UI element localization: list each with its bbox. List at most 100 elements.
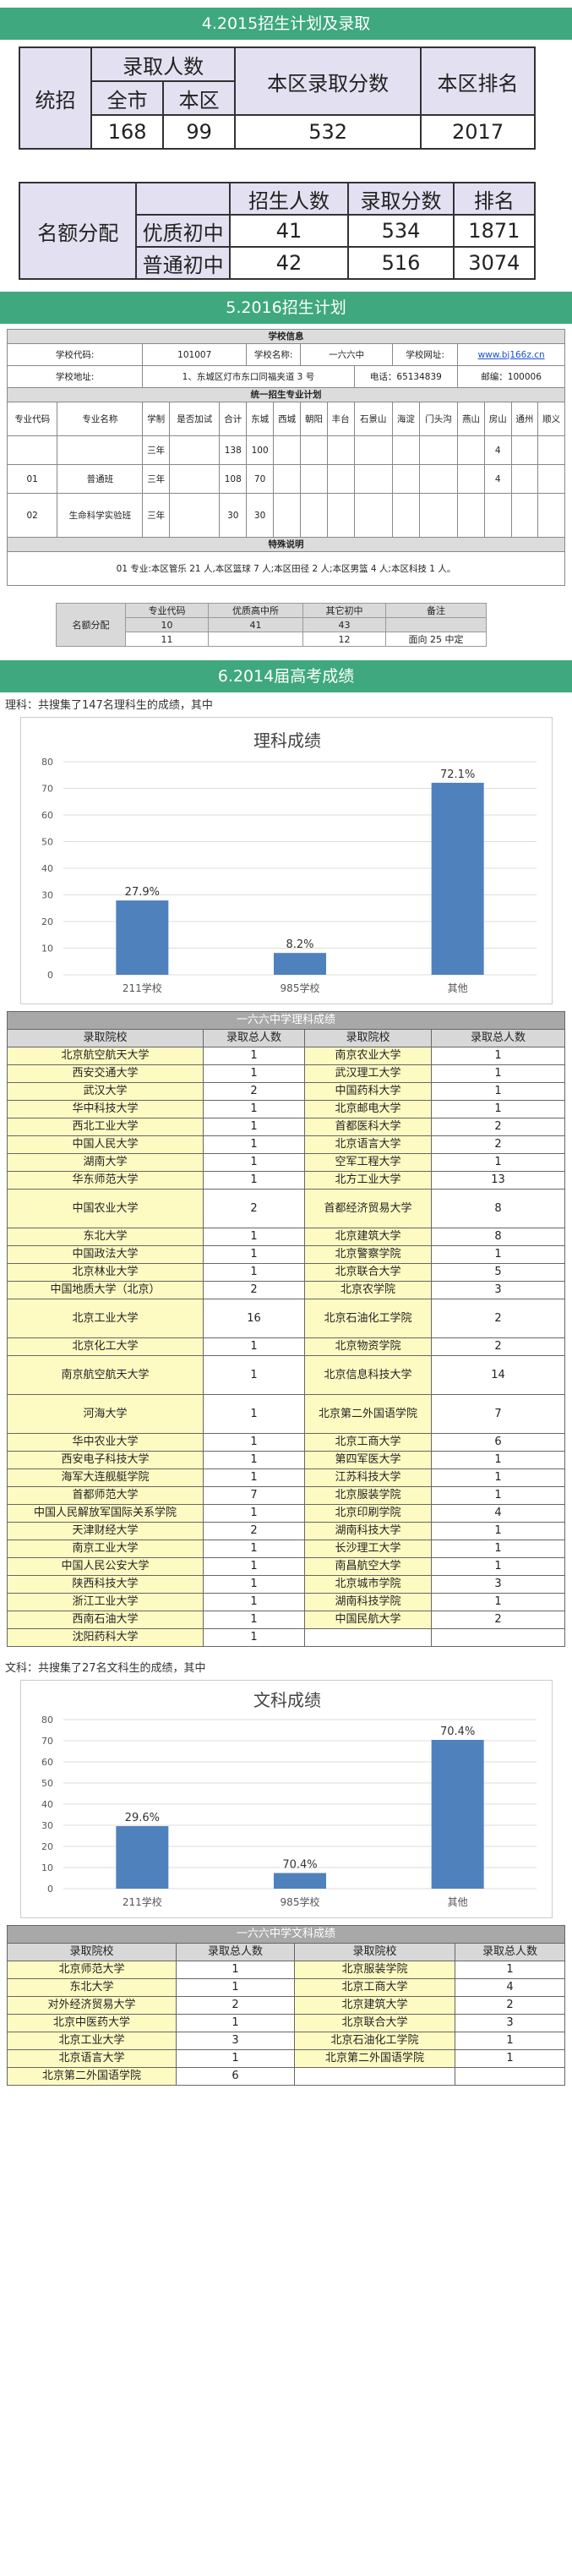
cell-r: 普通初中 — [135, 246, 231, 280]
plan-cell: 02 — [6, 493, 58, 538]
admit-count: 2 — [431, 1337, 565, 1356]
col-header: 录取总人数 — [203, 1029, 305, 1047]
plan-cell — [6, 435, 58, 465]
school-name: 中国政法大学 — [7, 1245, 204, 1264]
table-row: 中国人民解放军国际关系学院 1 北京印刷学院 4 — [7, 1504, 565, 1523]
school-name: 江苏科技大学 — [304, 1468, 432, 1487]
data-label: 70.4% — [440, 1726, 475, 1738]
plan-cell — [510, 464, 539, 494]
data-label: 70.4% — [282, 1859, 317, 1872]
admit-count: 1 — [431, 1451, 565, 1469]
table-row: 河海大学 1 北京第二外国语学院 7 — [7, 1394, 565, 1434]
admit-count: 3 — [176, 2032, 295, 2050]
admit-count: 1 — [431, 1245, 565, 1264]
y-tick-label: 70 — [41, 1736, 53, 1747]
school-name: 沈阳药科大学 — [7, 1628, 204, 1647]
y-tick-label: 30 — [41, 890, 53, 901]
admit-count: 1 — [203, 1628, 305, 1647]
admit-count: 3 — [455, 2014, 565, 2032]
school-name: 东北大学 — [7, 1228, 204, 1246]
addr-label: 学校地址: — [6, 365, 144, 388]
bar — [115, 900, 168, 975]
cell-r: 1871 — [452, 214, 537, 248]
school-name: 北京城市学院 — [304, 1575, 432, 1594]
plan-cell — [537, 493, 565, 538]
table-row: 南京航空航天大学 1 北京信息科技大学 14 — [7, 1355, 565, 1395]
school-name: 浙江工业大学 — [7, 1593, 204, 1611]
y-tick-label: 60 — [41, 810, 53, 821]
bar — [273, 1873, 326, 1889]
plan-cell: 138 — [219, 435, 248, 465]
table-row: 北京工业大学 3 北京石油化工学院 1 — [7, 2032, 565, 2050]
admit-count: 8 — [431, 1228, 565, 1246]
plan-cell: 普通班 — [57, 464, 144, 494]
school-name: 北京化工大学 — [7, 1337, 204, 1356]
admit-count: 2 — [431, 1299, 565, 1338]
school-name: 湖南科技大学 — [304, 1522, 432, 1540]
col-header: 录取院校 — [304, 1029, 432, 1047]
table-row: 沈阳药科大学 1 — [7, 1628, 565, 1647]
admit-count: 2 — [203, 1281, 305, 1299]
table-row: 西安交通大学 1 武汉理工大学 1 — [7, 1064, 565, 1083]
col-header: 录取总人数 — [455, 1943, 565, 1961]
science-results-table: 一六六中学理科成绩 录取院校 录取总人数 录取院校 录取总人数 北京航空航天大学 1 南京… — [7, 1011, 565, 1647]
school-name: 北京林业大学 — [7, 1263, 204, 1282]
table-row: 北京语言大学 1 北京第二外国语学院 1 — [7, 2049, 565, 2068]
special-header: 特殊说明 — [7, 537, 565, 552]
admit-count: 3 — [431, 1575, 565, 1594]
admit-count: 1 — [203, 1575, 305, 1594]
admit-count: 1 — [203, 1337, 305, 1356]
plan-cell — [273, 493, 302, 538]
plan-cell — [273, 435, 302, 465]
cell-h: 排名 — [452, 182, 537, 216]
bar — [115, 1826, 168, 1889]
plan-cell — [169, 493, 221, 538]
school-name: 中国地质大学（北京） — [7, 1281, 204, 1299]
admit-count: 2 — [431, 1611, 565, 1629]
school-name: 中国人民解放军国际关系学院 — [7, 1504, 204, 1523]
school-name: 华中农业大学 — [7, 1433, 204, 1452]
admit-count: 14 — [431, 1355, 565, 1395]
cell-r: 516 — [347, 246, 455, 280]
school-name: 海军大连舰艇学院 — [7, 1468, 204, 1487]
quota-cell: 10 — [125, 617, 209, 632]
x-tick-label: 211学校 — [122, 1895, 161, 1908]
school-name: 中国民航大学 — [304, 1611, 432, 1629]
col-header: 录取院校 — [7, 1029, 204, 1047]
y-tick-label: 60 — [41, 1757, 53, 1768]
school-name: 武汉大学 — [7, 1082, 204, 1101]
admit-count: 1 — [203, 1611, 305, 1629]
table-row: 陕西科技大学 1 北京城市学院 3 — [7, 1575, 565, 1594]
col-header: 顺义 — [537, 402, 565, 436]
admit-count: 2 — [203, 1522, 305, 1540]
chart-title: 理科成绩 — [253, 730, 321, 751]
school-name — [294, 2067, 455, 2086]
y-tick-label: 40 — [41, 863, 53, 874]
admit-count: 8 — [431, 1189, 565, 1228]
web-link[interactable]: www.bj166z.cn — [457, 343, 565, 366]
admit-count: 1 — [176, 2049, 295, 2068]
plan-cell — [392, 493, 420, 538]
arts-chart: 文科成绩 0 10 20 30 40 50 60 70 80 29.6% 211学校 70.4% 985学… — [19, 1680, 553, 1918]
quota-cell — [208, 632, 303, 647]
plan-cell: 4 — [483, 464, 512, 494]
table-row: 中国地质大学（北京） 2 北京农学院 3 — [7, 1281, 565, 1299]
plan-cell — [392, 435, 420, 465]
quota-cell: 12 — [302, 632, 386, 647]
school-name: 首都医科大学 — [304, 1118, 432, 1136]
admit-count: 1 — [431, 1047, 565, 1065]
quota-h: 备注 — [385, 603, 487, 618]
quota-table-2016: 名额分配 专业代码 优质高中所 其它初中 备注 10 41 43 11 12 面… — [56, 603, 487, 647]
x-tick-label: 211学校 — [122, 982, 161, 994]
arts-chart-svg: 文科成绩 0 10 20 30 40 50 60 70 80 29.6% 211学校 70.4% 985学… — [41, 1690, 537, 1908]
plan-cell — [483, 493, 512, 538]
table-row: 湖南大学 1 空军工程大学 1 — [7, 1153, 565, 1172]
cell-tongzhao: 统招 — [18, 46, 93, 150]
school-name: 北京工商大学 — [294, 1978, 455, 1997]
admit-count: 2 — [203, 1189, 305, 1228]
school-name: 北京工业大学 — [7, 2032, 177, 2050]
table-row: 北京中医药大学 1 北京联合大学 3 — [7, 2014, 565, 2032]
y-tick-label: 70 — [41, 784, 53, 795]
table-row: 西安电子科技大学 1 第四军医大学 1 — [7, 1451, 565, 1469]
admit-count: 7 — [203, 1486, 305, 1505]
